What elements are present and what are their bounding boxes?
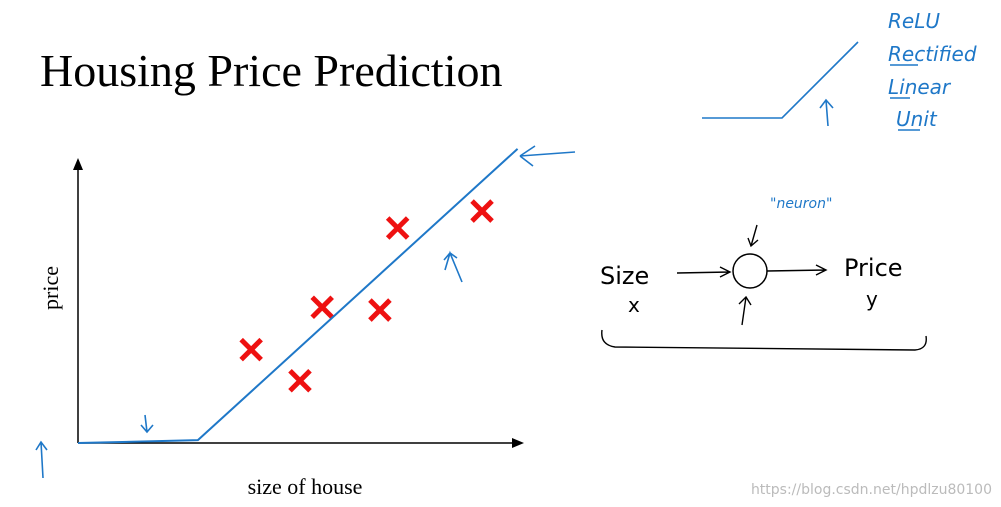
neuron — [732, 253, 768, 289]
x-axis-label: size of house — [248, 474, 363, 499]
arrow — [443, 250, 463, 283]
arrow — [35, 440, 48, 479]
output-label: Price — [844, 254, 903, 282]
input-var: x — [628, 293, 640, 317]
data-point — [368, 298, 392, 322]
arrow — [140, 414, 154, 434]
relu-sketch — [702, 41, 859, 119]
x-axis-arrow — [512, 438, 524, 448]
data-point — [470, 199, 494, 223]
relu-label: ReLU — [888, 9, 940, 33]
y-axis-arrow — [73, 158, 83, 170]
data-point — [310, 295, 334, 319]
relu-label: Linear — [888, 75, 952, 99]
arrow — [519, 145, 576, 167]
relu-label: Unit — [896, 107, 938, 131]
relu-label: Rectified — [888, 42, 977, 66]
input-label: Size — [600, 262, 649, 290]
watermark: https://blog.csdn.net/hpdlzu80100 — [751, 482, 992, 498]
y-axis-label: price — [38, 266, 63, 310]
chart-title: Housing Price Prediction — [40, 45, 503, 96]
arrow — [819, 98, 834, 127]
data-point — [385, 216, 410, 240]
data-point — [288, 369, 312, 393]
output-var: y — [866, 287, 878, 311]
neuron-label: "neuron" — [770, 196, 832, 212]
data-point — [239, 337, 263, 362]
fit-line — [77, 148, 519, 444]
diagram-stroke — [601, 224, 927, 351]
